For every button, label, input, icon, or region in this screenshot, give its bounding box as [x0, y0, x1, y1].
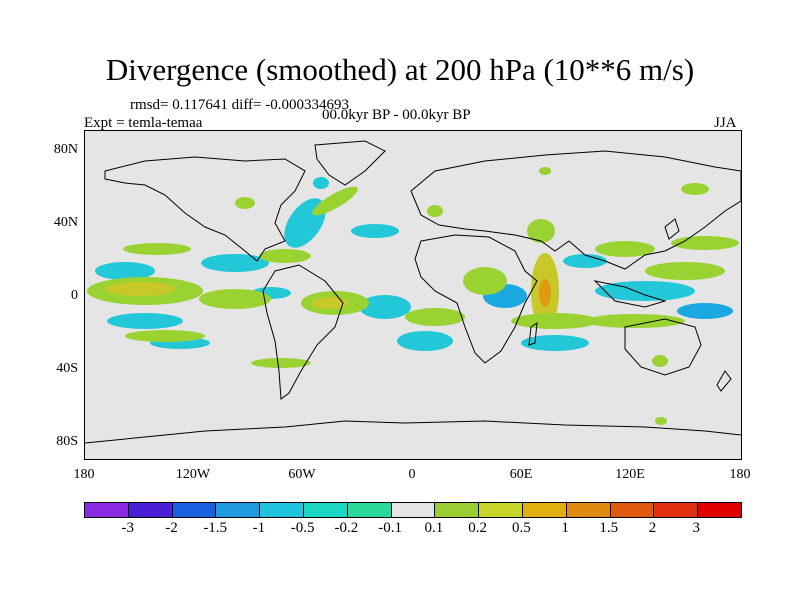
- lon-label: 0: [408, 467, 416, 482]
- colorbar-swatch: [479, 503, 523, 517]
- lon-label: 120W: [175, 467, 211, 482]
- lon-label: 60W: [288, 467, 316, 482]
- divergence-map: [84, 130, 742, 460]
- field-blob: [652, 355, 668, 367]
- colorbar-swatch: [435, 503, 480, 517]
- colorbar-label: 0.2: [468, 520, 487, 536]
- colorbar-swatch: [654, 503, 699, 517]
- field-blob: [511, 313, 599, 329]
- field-blob: [312, 186, 358, 216]
- field-blob: [397, 331, 453, 351]
- colorbar-label: -0.2: [334, 520, 359, 536]
- coastline-africa: [414, 234, 538, 364]
- field-blob: [563, 254, 607, 268]
- field-blob: [427, 205, 443, 217]
- coastline-madagascar: [528, 321, 538, 346]
- field-blob: [107, 313, 183, 329]
- map-svg: [85, 140, 741, 444]
- field-blob: [351, 224, 399, 238]
- coastlines: [85, 140, 741, 444]
- field-blob: [585, 314, 685, 328]
- coastline-japan: [664, 218, 680, 240]
- coastline-australia: [624, 318, 702, 376]
- field-blob: [463, 267, 507, 295]
- colorbar-label: -3: [121, 520, 134, 536]
- chart-title: Divergence (smoothed) at 200 hPa (10**6 …: [105, 52, 695, 87]
- lon-label: 180: [73, 467, 95, 482]
- colorbar-label: 1.5: [599, 520, 619, 536]
- field-blob: [312, 297, 348, 309]
- field-blob: [95, 262, 155, 280]
- field-blob: [677, 303, 733, 319]
- colorbar-swatch: [303, 503, 348, 517]
- colorbar-label: 2: [648, 520, 657, 536]
- experiment-label: Expt = temla-temaa: [84, 115, 203, 131]
- colorbar-label: 1: [561, 520, 569, 536]
- lon-label: 180: [729, 467, 751, 482]
- field-blob: [259, 249, 311, 263]
- divergence-field: [87, 167, 739, 425]
- lat-label: 80N: [53, 142, 78, 157]
- colorbar-swatch: [347, 503, 392, 517]
- colorbar-label: -0.1: [378, 520, 402, 536]
- colorbar-swatch: [566, 503, 611, 517]
- colorbar-swatch: [698, 503, 741, 517]
- lat-label: 80S: [56, 434, 78, 449]
- lon-label: 120E: [615, 467, 645, 482]
- lon-label: 60E: [509, 467, 533, 482]
- field-blob: [655, 417, 667, 425]
- field-blob: [405, 308, 465, 326]
- colorbar-swatch: [216, 503, 261, 517]
- colorbar-swatch: [172, 503, 217, 517]
- field-blob: [539, 167, 551, 175]
- colorbar-swatch: [85, 503, 129, 517]
- field-blob: [527, 219, 555, 243]
- colorbar-swatch: [260, 503, 304, 517]
- season-label: JJA: [714, 115, 737, 131]
- field-blob: [313, 177, 329, 189]
- colorbar: [84, 502, 742, 518]
- colorbar-swatch: [522, 503, 567, 517]
- colorbar-label: -2: [165, 520, 178, 536]
- lat-label: 40N: [53, 215, 78, 230]
- field-blob: [201, 254, 269, 272]
- field-blob: [595, 241, 655, 257]
- field-blob: [359, 295, 411, 319]
- colorbar-swatch: [128, 503, 173, 517]
- field-blob: [681, 183, 709, 195]
- coastline-indonesia: [593, 280, 667, 308]
- coastline-south-america: [262, 264, 344, 400]
- colorbar-swatch: [610, 503, 655, 517]
- field-blob: [105, 282, 175, 296]
- field-blob: [539, 279, 551, 307]
- coastline-north-america: [104, 156, 306, 262]
- field-blob: [645, 262, 725, 280]
- coastline-greenland: [314, 140, 386, 186]
- lat-label: 40S: [56, 361, 78, 376]
- coastline-antarctica: [85, 420, 741, 444]
- field-blob: [125, 330, 205, 342]
- colorbar-label: 3: [692, 520, 701, 536]
- lat-label: 0: [71, 288, 78, 303]
- colorbar-label: -0.5: [290, 520, 315, 536]
- field-blob: [123, 243, 191, 255]
- field-blob: [235, 197, 255, 209]
- period-text: 00.0kyr BP - 00.0kyr BP: [322, 107, 471, 123]
- colorbar-label: 0.1: [424, 520, 444, 536]
- colorbar-label: -1: [252, 520, 266, 536]
- coastline-eurasia: [410, 150, 741, 270]
- field-blob: [521, 335, 589, 351]
- colorbar-label: 0.5: [511, 520, 531, 536]
- coastline-new-zealand: [716, 370, 732, 392]
- stats-text: rmsd= 0.117641 diff= -0.000334693: [130, 97, 349, 113]
- colorbar-swatch: [391, 503, 436, 517]
- colorbar-label: -1.5: [203, 520, 228, 536]
- field-blob: [251, 358, 311, 368]
- field-blob: [199, 289, 271, 309]
